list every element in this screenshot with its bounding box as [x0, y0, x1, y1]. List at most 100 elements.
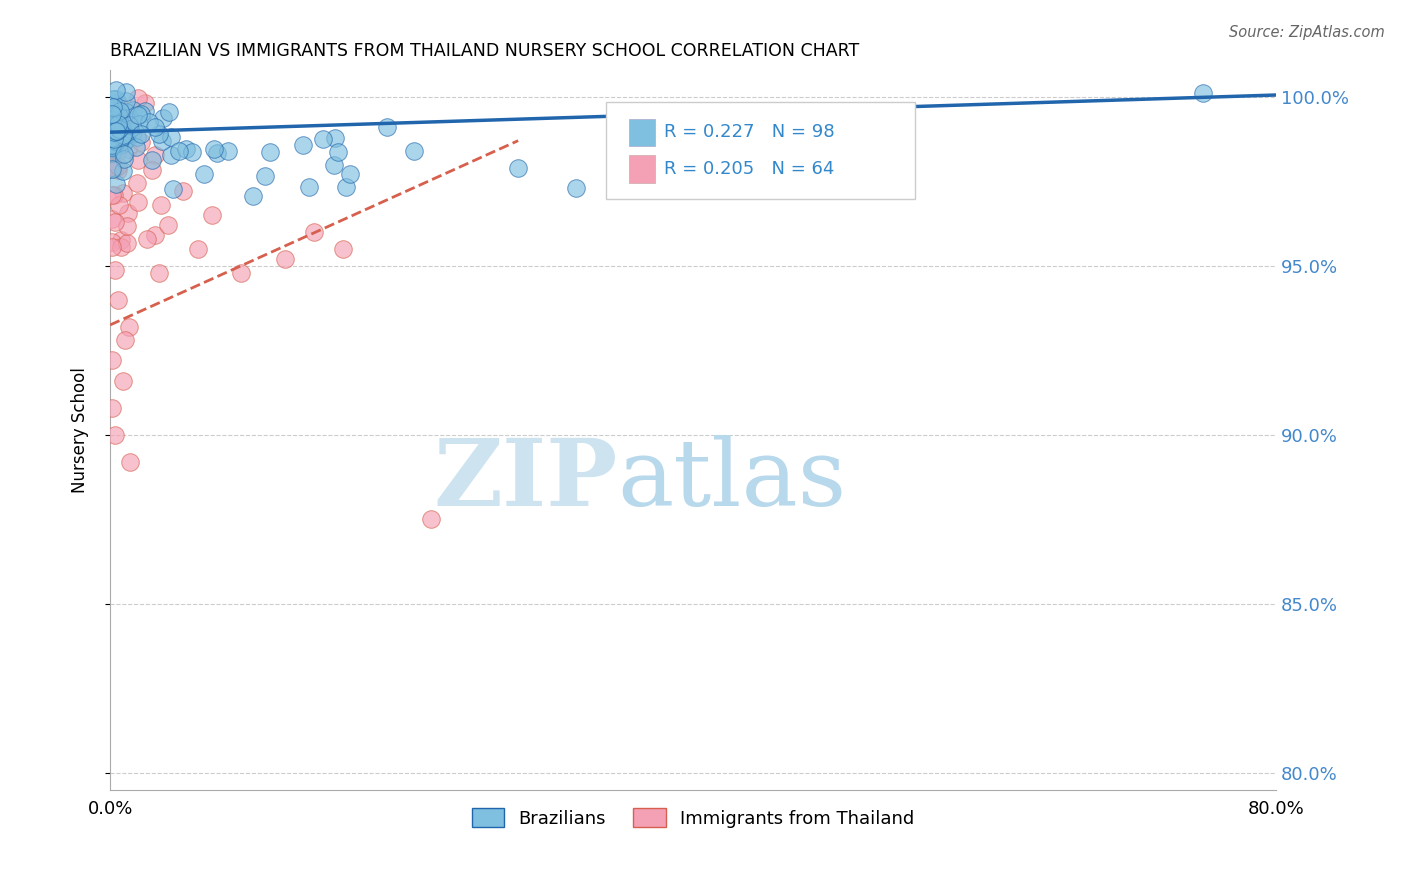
Point — [682, 153, 704, 168]
Point — [105, 134, 128, 148]
Point — [100, 211, 122, 226]
Point — [162, 182, 184, 196]
Point — [101, 129, 124, 144]
Point — [138, 115, 160, 129]
Point — [127, 195, 149, 210]
Point — [141, 153, 163, 168]
Point — [323, 158, 346, 172]
Point — [101, 113, 124, 128]
Point — [104, 263, 127, 277]
Bar — [628, 155, 655, 183]
Point — [419, 512, 441, 526]
Y-axis label: Nursery School: Nursery School — [72, 367, 89, 492]
Point — [103, 134, 125, 148]
Point — [115, 133, 138, 147]
Point — [128, 117, 150, 131]
Point — [115, 94, 138, 108]
Point — [118, 455, 141, 469]
Point — [101, 140, 124, 154]
Point — [110, 103, 132, 118]
Point — [101, 137, 124, 152]
Legend: Brazilians, Immigrants from Thailand: Brazilians, Immigrants from Thailand — [464, 801, 921, 835]
Point — [115, 124, 138, 138]
Point — [114, 128, 136, 142]
Text: R = 0.205   N = 64: R = 0.205 N = 64 — [664, 160, 834, 178]
Point — [104, 124, 127, 138]
Point — [100, 161, 122, 175]
Point — [207, 146, 229, 161]
Point — [103, 129, 125, 144]
Point — [108, 198, 131, 212]
Point — [202, 142, 225, 156]
Point — [110, 240, 132, 254]
Point — [143, 120, 166, 134]
Point — [326, 145, 349, 159]
Text: atlas: atlas — [617, 435, 846, 525]
Point — [145, 227, 167, 242]
Point — [105, 123, 128, 137]
Point — [100, 235, 122, 250]
Point — [404, 144, 426, 158]
Point — [127, 91, 149, 105]
Point — [110, 134, 132, 148]
Point — [122, 103, 145, 117]
Point — [291, 138, 314, 153]
Point — [100, 140, 122, 154]
Point — [377, 120, 399, 134]
Point — [117, 206, 139, 220]
Point — [565, 181, 588, 195]
Point — [104, 215, 127, 229]
Point — [104, 118, 127, 132]
Point — [856, 157, 879, 171]
Point — [150, 134, 173, 148]
Point — [101, 188, 124, 202]
Point — [107, 162, 129, 177]
Point — [101, 92, 124, 106]
Point — [100, 153, 122, 168]
Point — [129, 128, 152, 142]
Point — [259, 145, 281, 159]
Point — [167, 145, 190, 159]
Point — [160, 130, 183, 145]
Point — [217, 144, 239, 158]
Point — [253, 169, 276, 183]
Text: R = 0.227   N = 98: R = 0.227 N = 98 — [664, 123, 835, 142]
Point — [118, 113, 141, 128]
Point — [201, 208, 224, 222]
Point — [100, 240, 122, 254]
Point — [120, 121, 142, 136]
Point — [157, 218, 180, 232]
Point — [112, 186, 135, 201]
Point — [186, 242, 208, 256]
Point — [125, 177, 148, 191]
Point — [100, 122, 122, 136]
Point — [127, 153, 149, 167]
Point — [121, 128, 143, 142]
Point — [100, 117, 122, 131]
Point — [100, 118, 122, 132]
Text: BRAZILIAN VS IMMIGRANTS FROM THAILAND NURSERY SCHOOL CORRELATION CHART: BRAZILIAN VS IMMIGRANTS FROM THAILAND NU… — [110, 42, 859, 60]
Point — [103, 125, 125, 139]
Point — [118, 319, 141, 334]
Point — [332, 242, 354, 256]
Point — [100, 162, 122, 177]
Point — [799, 147, 821, 161]
Point — [101, 101, 124, 115]
Point — [105, 116, 128, 130]
Point — [118, 118, 141, 132]
Point — [143, 148, 166, 162]
Point — [103, 103, 125, 117]
Point — [508, 161, 530, 175]
Text: ZIP: ZIP — [433, 435, 617, 525]
Point — [100, 145, 122, 160]
Point — [112, 153, 135, 167]
Point — [107, 160, 129, 174]
Point — [111, 128, 134, 143]
Point — [115, 104, 138, 119]
Point — [104, 112, 127, 126]
Point — [129, 135, 152, 149]
Point — [107, 117, 129, 131]
Point — [302, 225, 325, 239]
Point — [242, 188, 264, 202]
Point — [107, 122, 129, 136]
